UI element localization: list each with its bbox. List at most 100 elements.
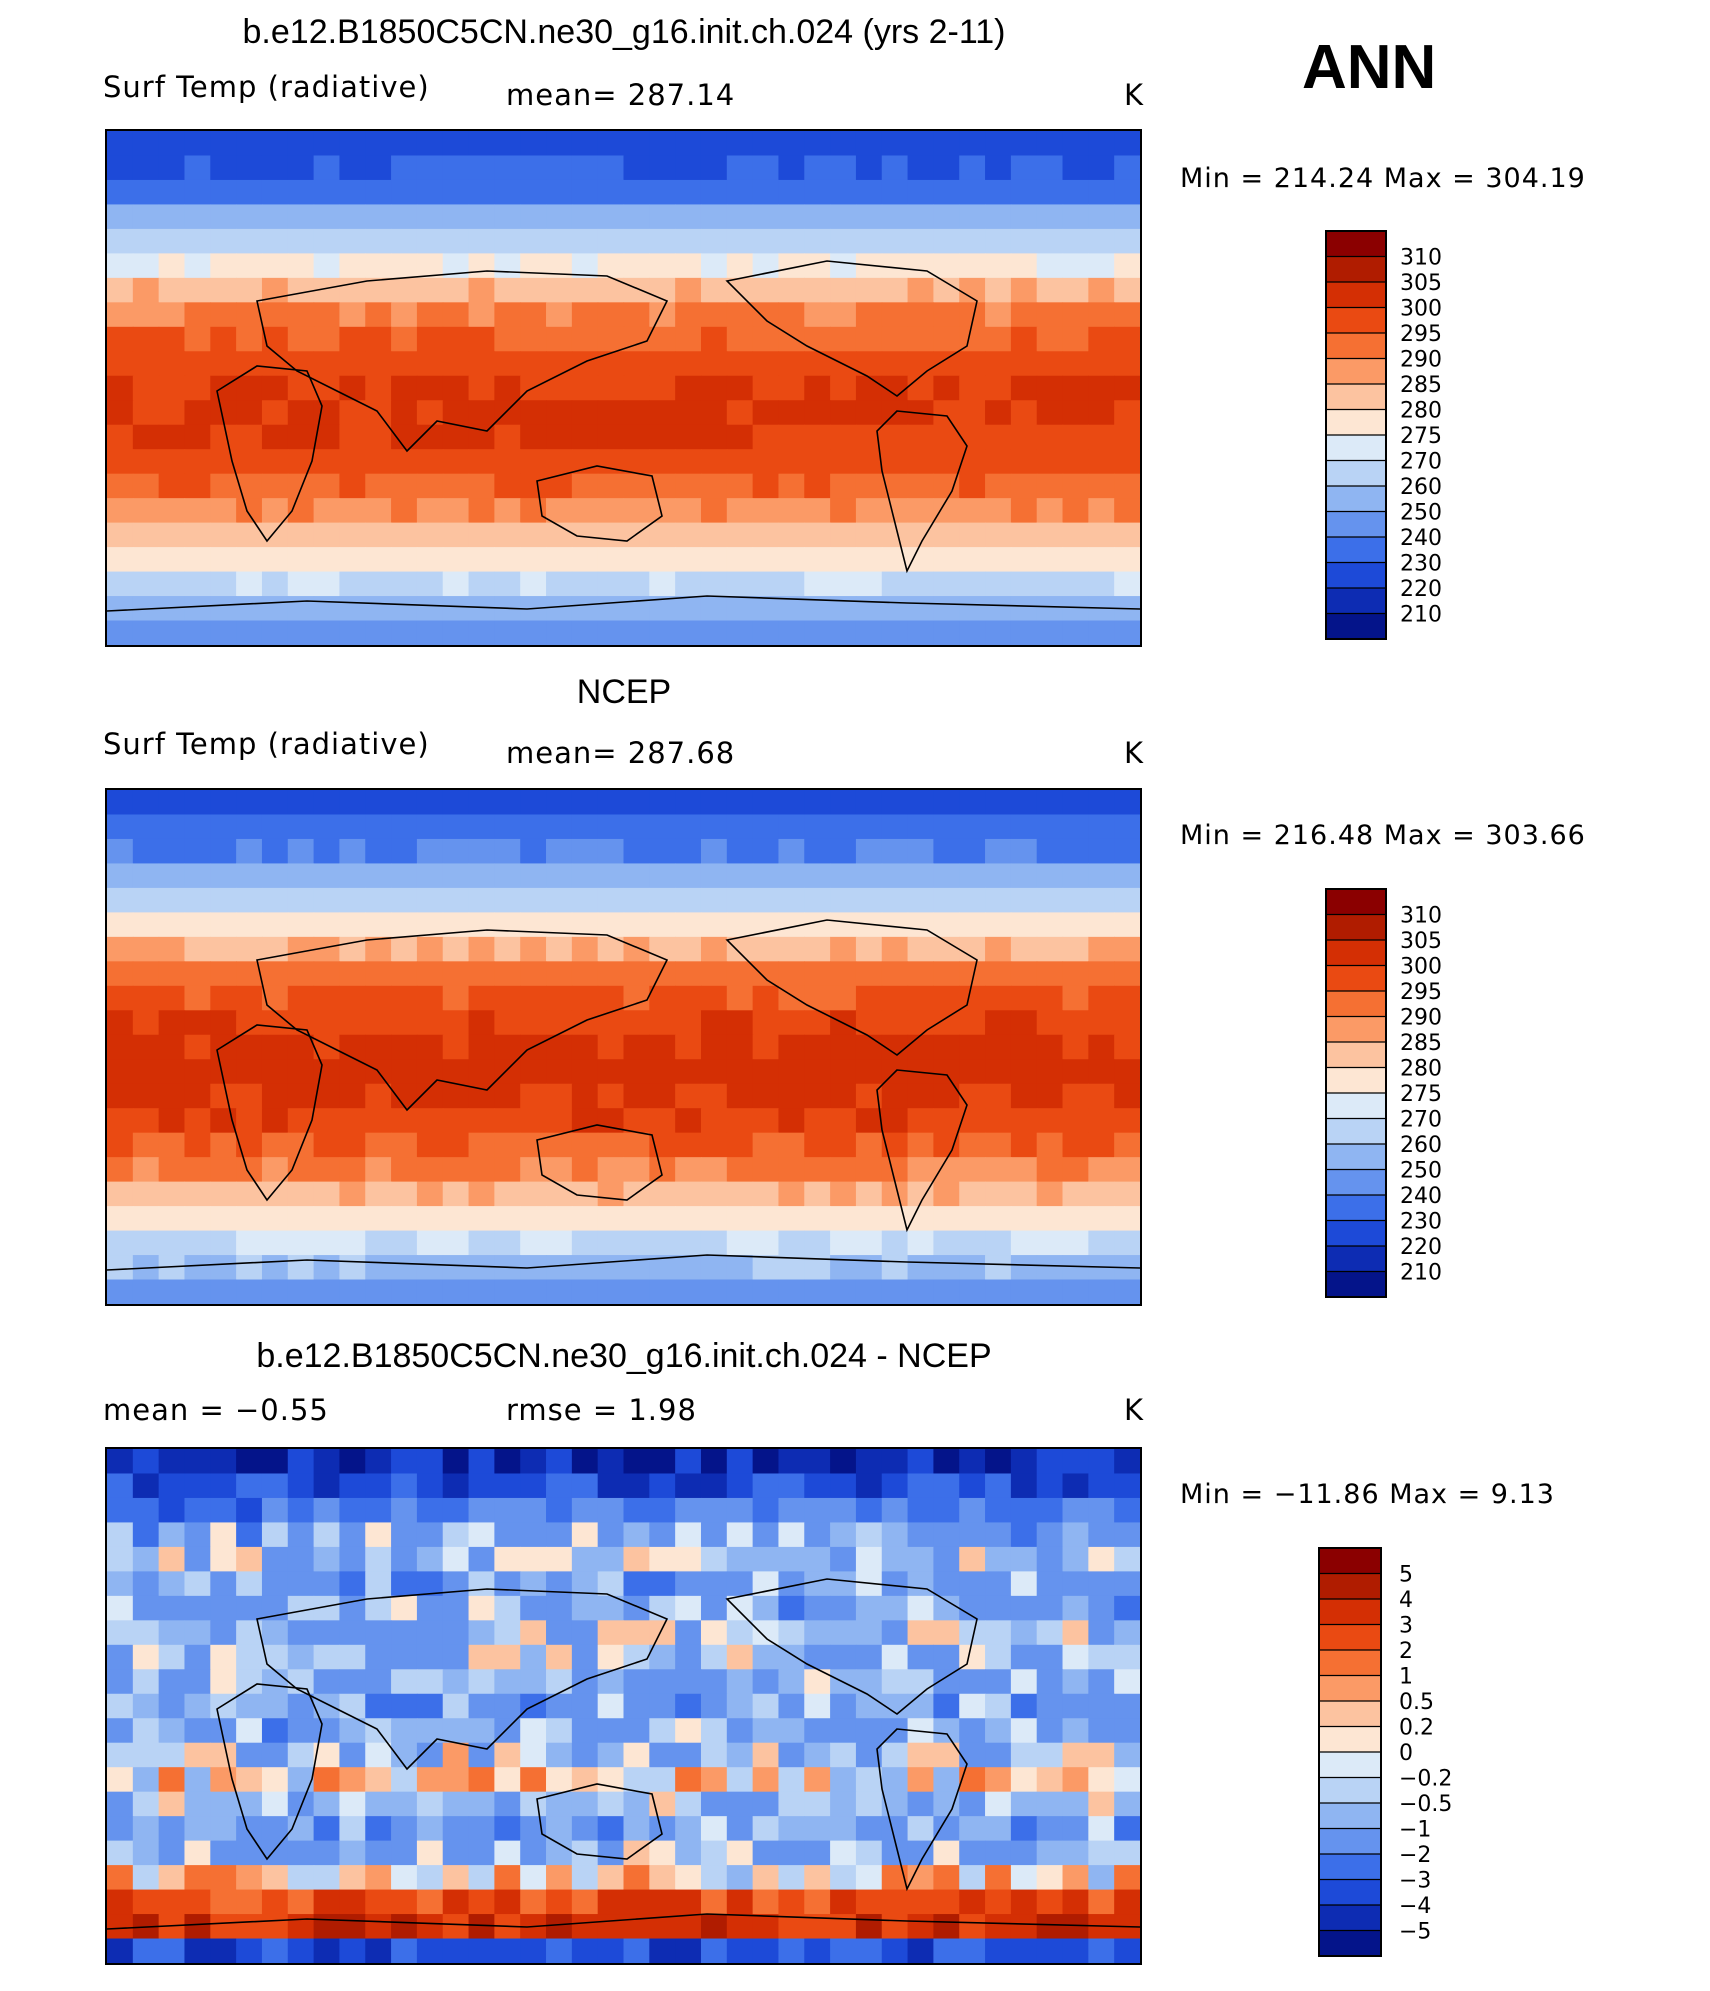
- heatmap-cell: [778, 424, 805, 450]
- heatmap-cell: [649, 228, 676, 254]
- heatmap-cell: [830, 253, 857, 279]
- heatmap-cell: [804, 1473, 831, 1499]
- heatmap-cell: [468, 571, 495, 597]
- heatmap-cell: [158, 985, 186, 1011]
- heatmap-cell: [907, 1644, 934, 1670]
- heatmap-cell: [752, 1742, 780, 1768]
- heatmap-cell: [675, 1497, 702, 1524]
- heatmap-cell: [752, 179, 780, 206]
- colorbar-frame: [1325, 230, 1387, 640]
- heatmap-cell: [855, 1181, 883, 1207]
- heatmap-cell: [1088, 204, 1115, 230]
- heatmap-cell: [597, 1083, 625, 1109]
- heatmap-cell: [339, 1571, 366, 1597]
- heatmap-cell: [236, 1914, 263, 1940]
- heatmap-cell: [675, 1938, 702, 1963]
- heatmap-cell: [985, 1108, 1012, 1134]
- heatmap-cell: [236, 155, 263, 181]
- heatmap-cell: [649, 473, 676, 499]
- heatmap-cell: [571, 1767, 599, 1793]
- colorbar-swatch: [1326, 1246, 1386, 1272]
- heatmap-cell: [546, 326, 573, 352]
- heatmap-cell: [675, 1669, 702, 1695]
- colorbar-tick-label: 3: [1399, 1614, 1413, 1639]
- heatmap-cell: [313, 1473, 341, 1499]
- heatmap-cell: [597, 620, 625, 645]
- heatmap-cell: [1114, 620, 1140, 645]
- heatmap-cell: [726, 1279, 754, 1304]
- heatmap-cell: [520, 1181, 547, 1207]
- heatmap-cell: [107, 1279, 134, 1304]
- heatmap-cell: [184, 1230, 211, 1256]
- heatmap-cell: [132, 790, 160, 816]
- heatmap-cell: [158, 1644, 186, 1670]
- heatmap-cell: [184, 179, 211, 206]
- heatmap-cell: [597, 596, 625, 622]
- heatmap-cell: [313, 1644, 341, 1670]
- heatmap-cell: [236, 1889, 263, 1915]
- heatmap-cell: [830, 790, 857, 816]
- heatmap-cell: [700, 1816, 728, 1842]
- heatmap-cell: [700, 620, 728, 645]
- heatmap-cell: [1114, 571, 1140, 597]
- heatmap-cell: [236, 1157, 263, 1183]
- heatmap-cell: [1010, 1473, 1038, 1499]
- heatmap-cell: [597, 1059, 625, 1085]
- heatmap-cell: [1062, 351, 1089, 377]
- heatmap-cell: [985, 1718, 1012, 1744]
- heatmap-cell: [907, 985, 934, 1011]
- heatmap-cell: [881, 814, 909, 840]
- heatmap-cell: [1088, 912, 1115, 938]
- heatmap-cell: [520, 1279, 547, 1304]
- heatmap-cell: [1088, 1230, 1115, 1256]
- heatmap-cell: [1036, 620, 1064, 645]
- heatmap-cell: [236, 1595, 263, 1621]
- heatmap-cell: [132, 326, 160, 352]
- heatmap-cell: [468, 1473, 495, 1499]
- heatmap-cell: [959, 228, 986, 254]
- heatmap-cell: [210, 1669, 237, 1695]
- heatmap-cell: [726, 1938, 754, 1963]
- heatmap-cell: [1062, 1669, 1089, 1695]
- heatmap-cell: [184, 1473, 211, 1499]
- heatmap-cell: [1036, 277, 1064, 303]
- heatmap-cell: [907, 204, 934, 230]
- heatmap-cell: [752, 1497, 780, 1524]
- colorbar-swatch: [1326, 965, 1386, 992]
- heatmap-cell: [752, 1230, 780, 1256]
- heatmap-cell: [597, 1571, 625, 1597]
- heatmap-cell: [1010, 1865, 1038, 1891]
- heatmap-cell: [597, 1742, 625, 1768]
- heatmap-cell: [933, 253, 960, 279]
- heatmap-cell: [881, 253, 909, 279]
- heatmap-cell: [1036, 1914, 1064, 1940]
- heatmap-cell: [649, 179, 676, 206]
- heatmap-cell: [675, 887, 702, 913]
- colorbar-tick-label: 230: [1400, 1210, 1442, 1235]
- heatmap-cell: [985, 620, 1012, 645]
- heatmap-cell: [726, 204, 754, 230]
- heatmap-cell: [649, 985, 676, 1011]
- heatmap-cell: [391, 1230, 418, 1256]
- heatmap-cell: [1010, 1497, 1038, 1524]
- heatmap-cell: [700, 1767, 728, 1793]
- heatmap-cell: [494, 1840, 521, 1866]
- heatmap-cell: [132, 1034, 160, 1060]
- heatmap-cell: [158, 228, 186, 254]
- heatmap-cell: [287, 936, 315, 962]
- heatmap-cell: [804, 204, 831, 230]
- panel1-heatmap: [107, 131, 1140, 645]
- heatmap-cell: [933, 302, 960, 328]
- heatmap-cell: [339, 1449, 366, 1475]
- heatmap-cell: [107, 473, 134, 499]
- heatmap-cell: [442, 1889, 470, 1915]
- heatmap-cell: [933, 1279, 960, 1304]
- heatmap-cell: [107, 155, 134, 181]
- colorbar-swatch: [1326, 1144, 1386, 1170]
- heatmap-cell: [752, 326, 780, 352]
- heatmap-cell: [959, 1571, 986, 1597]
- heatmap-cell: [830, 522, 857, 548]
- heatmap-cell: [778, 571, 805, 597]
- heatmap-cell: [959, 131, 986, 157]
- heatmap-cell: [520, 790, 547, 816]
